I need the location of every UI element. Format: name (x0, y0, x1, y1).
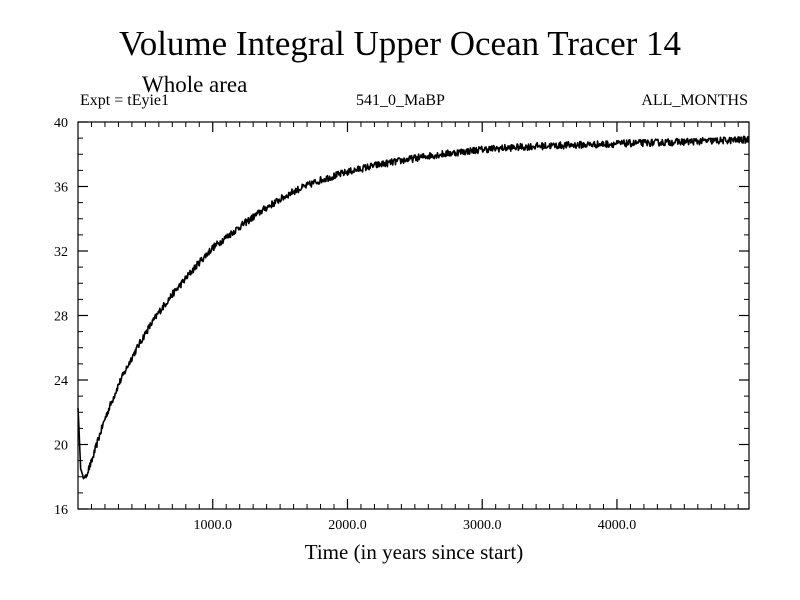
x-axis-label: Time (in years since start) (304, 540, 524, 564)
experiment-label: Expt = tEyie1 (80, 92, 170, 109)
y-tick-label: 32 (54, 245, 68, 260)
x-tick-label: 1000.0 (193, 518, 232, 533)
major-ticks (78, 121, 749, 510)
months-label: ALL_MONTHS (641, 92, 748, 109)
minor-ticks (78, 122, 749, 509)
y-tick-label: 24 (54, 374, 68, 389)
chart-title: Volume Integral Upper Ocean Tracer 14 (118, 24, 682, 63)
plot-frame (77, 121, 750, 510)
y-tick-label: 28 (54, 310, 68, 325)
y-tick-label: 20 (54, 439, 68, 454)
series-line (77, 135, 750, 480)
x-tick-label: 3000.0 (463, 518, 502, 533)
x-tick-label: 2000.0 (328, 518, 367, 533)
y-tick-label: 16 (54, 503, 68, 518)
chart-subtitle: Whole area (142, 72, 248, 97)
x-tick-label: 4000.0 (598, 518, 637, 533)
tick-labels: 1000.0 2000.0 3000.0 4000.0 16 20 24 28 32 36 40 (54, 116, 636, 533)
y-tick-label: 40 (54, 116, 68, 131)
run-label: 541_0_MaBP (356, 92, 445, 109)
y-tick-label: 36 (54, 181, 68, 196)
